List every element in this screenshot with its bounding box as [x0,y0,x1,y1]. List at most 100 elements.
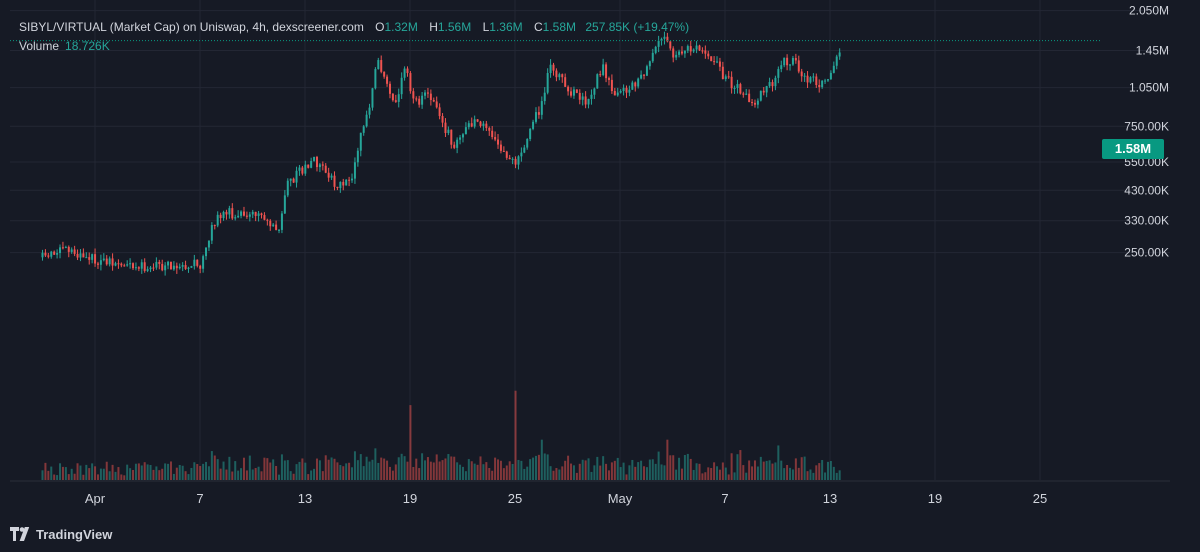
legend-change: 257.85K (+19.47%) [585,20,690,34]
candle-body [578,92,581,100]
volume-bar [829,460,832,480]
candle-body [172,265,175,270]
volume-bar [307,474,310,480]
volume-bar [76,463,79,480]
volume-bar [348,462,351,480]
candle-body [470,123,473,127]
time-axis[interactable]: Apr 7 13 19 25 May 7 13 19 25 [85,491,1047,506]
volume-bar [549,466,552,480]
candle-body [123,265,126,267]
price-tick-label: 250.00K [1124,246,1169,260]
volume-bar [169,461,172,480]
candle-body [631,82,634,90]
volume-bar [237,470,240,480]
candle-body [526,139,529,148]
volume-bar [780,460,783,480]
candle-body [315,156,318,168]
volume-bar [295,464,298,480]
volume-bar [207,466,210,480]
candle-body [82,253,85,258]
volume-bar [774,462,777,480]
candle-body [540,101,543,115]
candle-body [634,82,637,87]
volume-bar [695,463,698,480]
candle-body [403,68,406,78]
time-tick-label: 13 [823,491,837,506]
volume-bar [450,456,453,480]
candle-body [619,91,622,93]
candle-body [70,249,73,252]
volume-bar [520,460,523,480]
volume-bar [412,466,415,480]
volume-bar [167,463,170,480]
volume-bar [225,469,228,480]
volume-bar [292,473,295,480]
volume-bar [114,471,117,480]
volume-bar [584,460,587,480]
volume-bar [631,459,634,480]
candle-body [546,73,549,93]
legend-high-value: 1.56M [437,20,472,34]
candle-body [602,64,605,75]
volume-bar [517,459,520,480]
volume-bar [590,471,593,480]
volume-bar [791,469,794,480]
volume-bar [175,467,178,480]
candle-body [248,214,251,217]
volume-bar [321,471,324,480]
candle-body [491,130,494,138]
candle-body [295,170,298,183]
volume-bar [648,459,651,480]
candle-body [517,156,520,165]
candle-body [321,164,324,166]
volume-bar [587,458,590,480]
volume-bar [637,462,640,480]
volume-bar [678,457,681,480]
tradingview-logo[interactable]: TradingView [10,524,112,544]
candle-body [818,85,821,88]
volume-bar [280,454,283,480]
candle-body [280,213,283,230]
volume-bar [339,464,342,480]
volume-bar [736,454,739,480]
volume-bar [424,460,427,480]
candle-body [126,264,129,266]
candle-body [707,53,710,57]
candle-body [102,258,105,261]
candle-body [660,38,663,41]
candle-body [473,119,476,127]
candle-body [654,46,657,53]
volume-bar [794,458,797,480]
volume-bar [432,462,435,480]
candle-body [605,64,608,79]
volume-bar [762,461,765,480]
candle-body [756,100,759,105]
candle-body [397,94,400,102]
volume-bar [835,472,838,480]
candle-body [359,132,362,151]
candle-body [637,78,640,87]
volume-bar [365,456,368,480]
legend-close-label: C [533,20,543,34]
candle-body [257,213,260,216]
volume-bar [628,465,631,480]
volume-bar [494,457,497,480]
candle-body [575,89,578,93]
candle-body [178,266,181,269]
volume-bar [803,456,806,480]
candle-body [105,258,108,265]
volume-bar [120,474,123,480]
volume-bar [718,469,721,480]
volume-bar [263,457,266,480]
candle-body [739,84,742,94]
time-tick-label: 25 [1033,491,1047,506]
candle-body [479,121,482,126]
volume-bar [555,468,558,480]
volume-bar [710,468,713,480]
candle-body [797,60,800,72]
volume-bar [488,467,491,480]
price-axis[interactable]: 3.60M2.80M2.050M1.45M1.050M750.00K550.00… [1124,0,1169,260]
tradingview-logo-icon [10,527,30,541]
candle-body [394,100,397,102]
